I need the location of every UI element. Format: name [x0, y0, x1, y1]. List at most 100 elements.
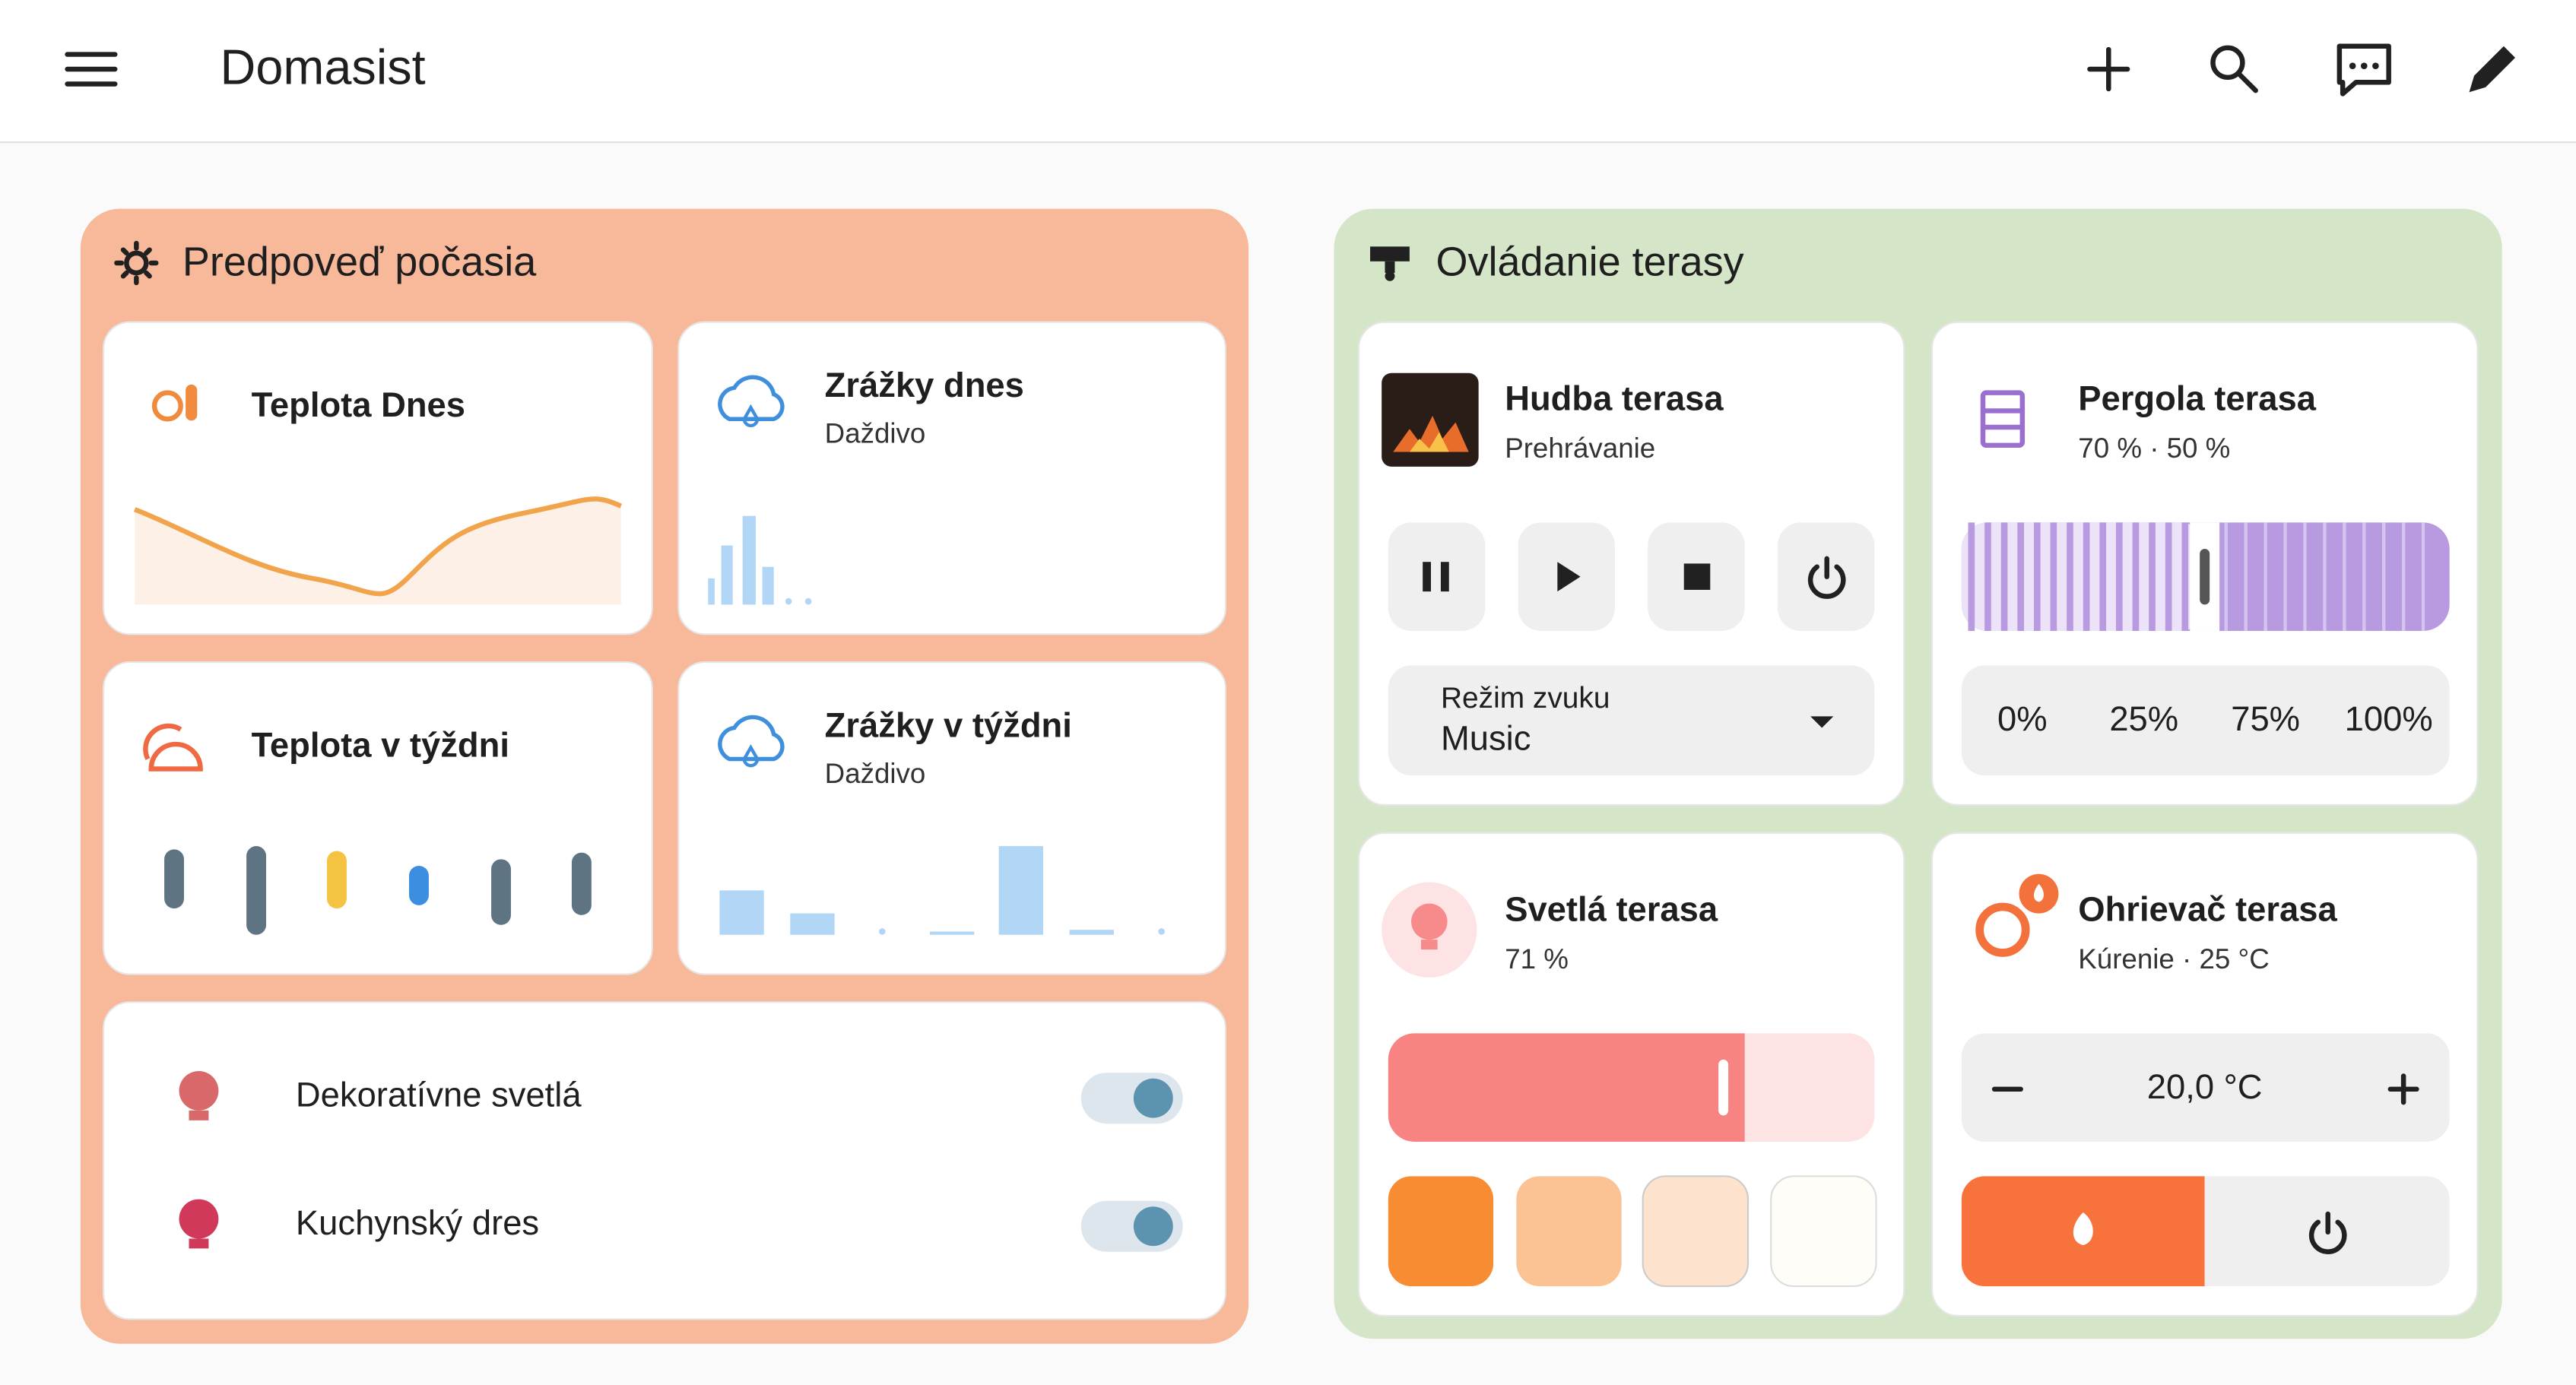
shape — [189, 1110, 209, 1120]
heater-card: Ohrievač terasa Kúrenie · 25 °C 20,0 °C — [1930, 832, 2479, 1317]
entity-state: Kúrenie · 25 °C — [2078, 943, 2269, 975]
top-bar: Domasist — [0, 0, 2576, 144]
pergola-card: Pergola terasa 70 % · 50 % 0% 25% 75% 10… — [1930, 321, 2479, 807]
toggle[interactable] — [1080, 1073, 1183, 1124]
icon — [719, 846, 1165, 935]
shape — [742, 404, 760, 428]
shape — [1388, 665, 1875, 776]
card-title: Teplota v týždni — [252, 725, 509, 764]
preset-button[interactable]: 75% — [2231, 699, 2300, 738]
color-button[interactable] — [1642, 1175, 1750, 1288]
shape — [133, 496, 623, 597]
heat-mode-button[interactable] — [1961, 1176, 2205, 1287]
shape — [1133, 1206, 1173, 1247]
shape — [1982, 408, 2022, 430]
color-button[interactable] — [1770, 1175, 1877, 1288]
shape — [677, 661, 1226, 975]
shape — [998, 846, 1044, 935]
shape — [124, 250, 149, 276]
shape — [2469, 46, 2516, 93]
off-mode-button[interactable] — [2204, 1176, 2450, 1287]
shape — [179, 1071, 219, 1111]
light-row[interactable]: Dekoratívne svetlá — [179, 1071, 1183, 1124]
entity-state: Prehrávanie — [1505, 433, 1655, 464]
light-card: Svetlá terasa 71 % — [1357, 832, 1905, 1317]
shape — [1411, 903, 1448, 940]
entity-name: Pergola terasa — [2078, 379, 2316, 417]
shape — [1385, 261, 1395, 273]
preset-button[interactable]: 100% — [2345, 699, 2433, 738]
shape — [2210, 45, 2245, 81]
shape — [878, 928, 886, 935]
shape — [1388, 522, 1486, 631]
shape — [151, 390, 183, 422]
increase-button[interactable] — [2387, 1073, 2419, 1105]
preset-button[interactable]: 25% — [2109, 699, 2178, 738]
shape — [2336, 43, 2391, 97]
card[interactable]: Zrážky v týždni Daždivo — [677, 661, 1226, 975]
shape — [1382, 372, 1479, 467]
shape — [718, 375, 785, 421]
menu-button[interactable] — [65, 52, 118, 87]
shape — [1683, 563, 1711, 590]
terrace-section: Ovládanie terasy Hudba terasa Prehrávani… — [1334, 208, 2502, 1339]
sound-mode-select[interactable]: Režim zvuku Music — [1388, 665, 1875, 776]
shape — [2224, 522, 2425, 631]
shape — [2073, 1212, 2093, 1246]
card-state: Daždivo — [825, 418, 926, 449]
shape — [1807, 556, 1846, 599]
card[interactable]: Zrážky dnes Daždivo — [677, 321, 1226, 635]
color-button[interactable] — [1516, 1176, 1622, 1287]
shape — [0, 0, 2576, 142]
shape — [179, 1199, 219, 1239]
shape — [103, 661, 653, 975]
color-button[interactable] — [1388, 1176, 1494, 1287]
entity-name: Svetlá terasa — [1505, 889, 1718, 928]
shape — [785, 597, 792, 605]
assist-button[interactable] — [2336, 43, 2391, 97]
shape — [1961, 665, 2450, 776]
edit-button[interactable] — [2469, 46, 2516, 93]
brightness-slider[interactable] — [1388, 1033, 1875, 1142]
search-button[interactable] — [2210, 45, 2258, 93]
add-button[interactable] — [2087, 46, 2130, 92]
play-button[interactable] — [1518, 522, 1615, 631]
stop-button[interactable] — [1648, 522, 1745, 631]
section-title: Predpoveď počasia — [182, 239, 537, 284]
card[interactable]: Teplota v týždni — [103, 661, 653, 975]
shape — [1980, 390, 2026, 448]
shape — [1975, 902, 2030, 957]
shape — [1423, 562, 1431, 592]
shape — [1370, 246, 1410, 261]
section-title: Ovládanie terasy — [1436, 239, 1743, 284]
shape — [1421, 940, 1438, 950]
shape — [2360, 62, 2368, 70]
icon — [708, 515, 812, 605]
pause-button[interactable] — [1388, 522, 1486, 631]
shape — [1133, 1078, 1173, 1118]
card[interactable]: Teplota Dnes — [103, 321, 653, 635]
shape — [2033, 883, 2044, 902]
card-title: Zrážky v týždni — [825, 705, 1072, 744]
preset-button[interactable]: 0% — [1997, 699, 2048, 738]
media-card: Hudba terasa Prehrávanie Režim zvuku Mus… — [1357, 321, 1905, 807]
shape — [1409, 432, 1449, 452]
shape — [719, 890, 764, 935]
shape — [571, 852, 592, 915]
shape — [929, 931, 975, 935]
light-row[interactable]: Kuchynský dres — [179, 1199, 1183, 1252]
shape — [2087, 46, 2130, 92]
shape — [2236, 71, 2258, 93]
shape — [189, 1238, 209, 1249]
shape — [143, 723, 203, 772]
position-slider[interactable] — [1961, 522, 2450, 631]
shape — [677, 321, 1226, 635]
shape — [1069, 930, 1114, 935]
shape — [65, 52, 118, 87]
power-button[interactable] — [1777, 522, 1875, 631]
shape — [246, 846, 267, 935]
shape — [103, 1001, 1226, 1320]
toggle[interactable] — [1080, 1200, 1183, 1252]
icon — [164, 846, 592, 935]
shape — [1810, 716, 1834, 728]
